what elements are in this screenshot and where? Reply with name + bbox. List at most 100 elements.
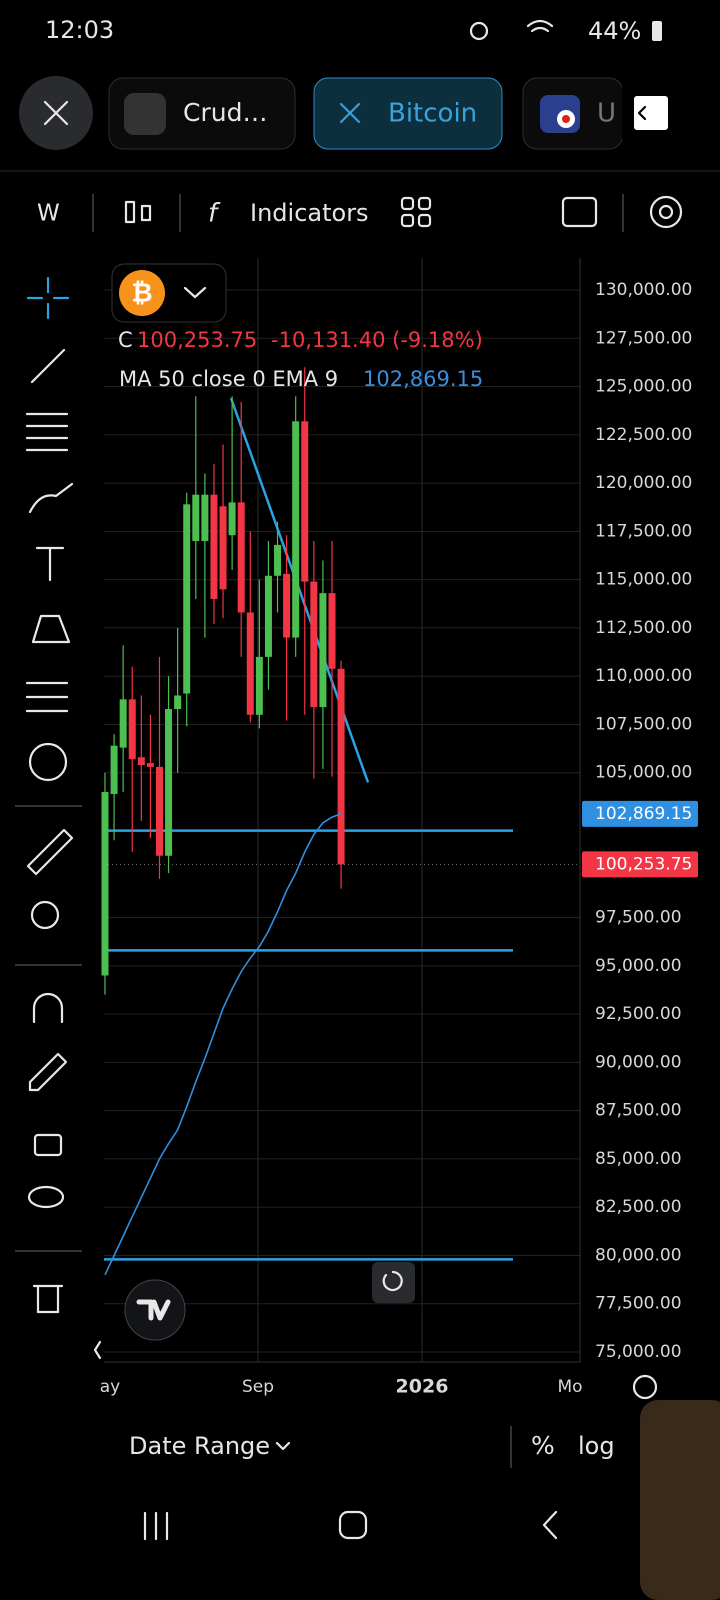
- icon: [400, 196, 415, 211]
- candle-body: [155, 766, 163, 856]
- y-tick-label: 117,500.00: [595, 521, 692, 541]
- legend-indicator: MA 50 close 0 EMA 9: [119, 367, 338, 391]
- y-tick-label: 115,000.00: [595, 570, 692, 590]
- y-tick-label: 90,000.00: [595, 1052, 682, 1072]
- candle-body: [246, 612, 254, 715]
- close-icon: [43, 100, 69, 126]
- y-tick-label: 97,500.00: [595, 908, 682, 928]
- reset-button[interactable]: [372, 1262, 415, 1303]
- status-time: 12:03: [45, 16, 114, 44]
- icon: [124, 200, 136, 224]
- nav-recents[interactable]: [143, 1511, 169, 1541]
- sidebar-button[interactable]: [634, 96, 668, 130]
- tab-label: Crud…: [183, 98, 267, 127]
- lock-drawings[interactable]: [28, 1052, 68, 1092]
- chart: [101, 258, 580, 1362]
- y-tick-label: 107,500.00: [595, 714, 692, 734]
- icon: [417, 196, 432, 211]
- candle-body: [274, 544, 282, 576]
- tool-column: [15, 276, 82, 1314]
- trendline: [229, 397, 370, 783]
- date-range-button[interactable]: Date Range: [129, 1432, 270, 1460]
- forecast-tool[interactable]: [25, 681, 69, 713]
- y-tick-label: 75,000.00: [595, 1342, 682, 1362]
- tab-close[interactable]: [339, 102, 361, 124]
- unlock-tool[interactable]: [33, 1133, 63, 1157]
- y-tick-label: 87,500.00: [595, 1101, 682, 1121]
- battery-level: 44%: [588, 17, 641, 45]
- crosshair-tool[interactable]: [26, 276, 70, 320]
- candle-body: [201, 494, 209, 542]
- legend-change: -10,131.40 (-9.18%): [271, 328, 483, 352]
- tab-active[interactable]: [313, 77, 503, 150]
- layout-button[interactable]: [400, 196, 432, 228]
- text-tool[interactable]: [35, 546, 65, 582]
- fib-tool[interactable]: [25, 412, 69, 452]
- percent-button[interactable]: %: [531, 1431, 555, 1460]
- candle-body: [146, 763, 154, 767]
- settings-button[interactable]: [649, 195, 683, 229]
- brush-tool[interactable]: [28, 482, 74, 514]
- log-button[interactable]: log: [578, 1432, 615, 1460]
- floating-window[interactable]: [640, 1400, 720, 1600]
- indicators-button[interactable]: Indicators: [250, 199, 369, 227]
- candle-type-button[interactable]: [124, 200, 152, 224]
- candle-body: [101, 792, 109, 976]
- icon: [417, 213, 432, 228]
- bitcoin-glyph: ₿: [131, 279, 152, 309]
- y-tick-label: 95,000.00: [595, 956, 682, 976]
- battery-icon: [652, 21, 662, 41]
- interval[interactable]: W: [37, 201, 60, 227]
- y-tick-label: 92,500.00: [595, 1004, 682, 1024]
- candle-body: [337, 668, 345, 865]
- emoji-tool[interactable]: [28, 742, 68, 782]
- y-tick-label: 125,000.00: [595, 377, 692, 397]
- candle-body: [174, 695, 182, 710]
- wifi-icon: [526, 19, 554, 33]
- candle-body: [165, 709, 173, 856]
- axis-settings[interactable]: [632, 1374, 658, 1400]
- price-badge: [582, 851, 698, 878]
- sidebar-icon: [637, 105, 647, 121]
- candle-body: [283, 573, 291, 638]
- y-tick-label: 112,500.00: [595, 618, 692, 638]
- fullscreen-button[interactable]: [561, 196, 598, 228]
- candle-body: [219, 506, 227, 590]
- zoom-tool[interactable]: [30, 900, 60, 930]
- legend-ema: 102,869.15: [363, 367, 483, 391]
- x-tick-label: 2026: [396, 1376, 449, 1398]
- candle-body: [310, 581, 318, 708]
- delete-tool[interactable]: [32, 1284, 64, 1314]
- reset-icon: [382, 1270, 403, 1292]
- collapse-arrow[interactable]: [93, 1340, 102, 1360]
- price-badge-label: 100,253.75: [595, 854, 692, 874]
- y-tick-label: 80,000.00: [595, 1245, 682, 1265]
- chevron: [275, 1441, 291, 1451]
- y-tick-label: 122,500.00: [595, 425, 692, 445]
- tab-label: Bitcoin: [388, 99, 477, 129]
- y-tick-label: 127,500.00: [595, 328, 692, 348]
- magnet-tool[interactable]: [32, 992, 64, 1024]
- legend-prefix: C: [118, 328, 133, 352]
- nav-home[interactable]: [338, 1510, 368, 1540]
- nav-back[interactable]: [542, 1510, 558, 1540]
- tab-icon: [124, 93, 166, 135]
- line-tool[interactable]: [30, 348, 66, 384]
- tab-label: U: [597, 99, 616, 129]
- y-tick-label: 130,000.00: [595, 280, 692, 300]
- candle-body: [255, 656, 263, 715]
- visibility-tool[interactable]: [27, 1185, 65, 1209]
- ruler-tool[interactable]: [26, 828, 74, 876]
- legend-close: 100,253.75: [137, 328, 257, 352]
- candle-body: [128, 699, 136, 760]
- flag-dot: [562, 115, 570, 123]
- pattern-tool[interactable]: [31, 614, 71, 644]
- candle-body: [210, 494, 218, 599]
- candle-body: [237, 502, 245, 613]
- x-tick-label: ay: [100, 1377, 120, 1397]
- icon: [140, 204, 152, 222]
- y-tick-label: 110,000.00: [595, 666, 692, 686]
- price-badge: [582, 800, 698, 827]
- candle-body: [301, 421, 309, 582]
- x-tick-label: Sep: [242, 1377, 274, 1397]
